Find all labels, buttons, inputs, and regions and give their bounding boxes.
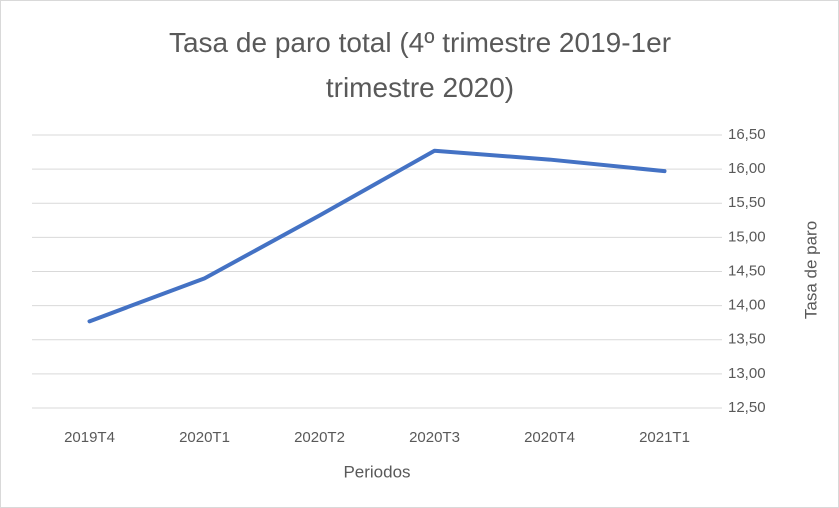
x-tick-label: 2020T1 [179, 429, 230, 446]
chart-title: Tasa de paro total (4º trimestre 2019-1e… [168, 27, 672, 103]
x-tick-label: 2020T3 [409, 429, 460, 446]
x-tick-label: 2020T4 [524, 429, 575, 446]
y-tick-label: 14,00 [728, 297, 766, 314]
y-tick-label: 13,00 [728, 365, 766, 382]
y-tick-label: 16,50 [728, 126, 766, 143]
data-line [87, 148, 667, 324]
y-tick-label: 16,00 [728, 160, 766, 177]
y-tick-label: 13,50 [728, 331, 766, 348]
y-tick-label: 15,50 [728, 194, 766, 211]
x-axis-label: Periodos [343, 462, 410, 481]
y-tick-label: 15,00 [728, 228, 766, 245]
y-tick-label: 12,50 [728, 399, 766, 416]
x-tick-label: 2020T2 [294, 429, 345, 446]
x-tick-label: 2019T4 [64, 429, 115, 446]
y-tick-label: 14,50 [728, 262, 766, 279]
y-axis-label: Tasa de paro [801, 221, 820, 319]
x-tick-label: 2021T1 [639, 429, 690, 446]
